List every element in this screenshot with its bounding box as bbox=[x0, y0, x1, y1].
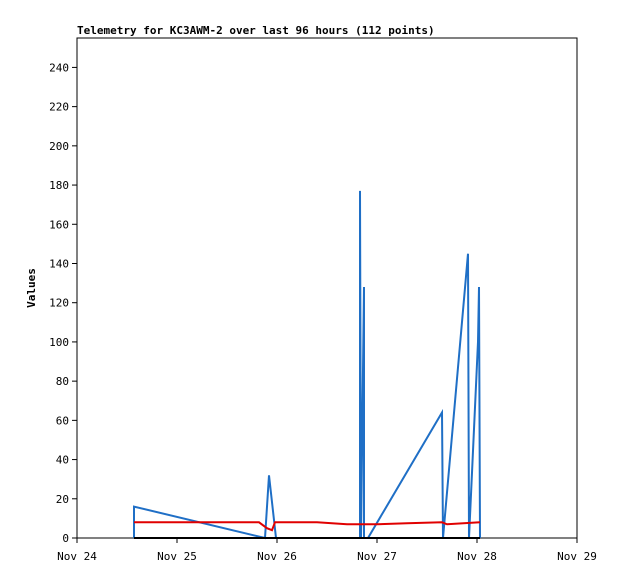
x-tick-label: Nov 26 bbox=[257, 550, 297, 563]
y-tick-label: 220 bbox=[49, 101, 69, 114]
y-tick-label: 180 bbox=[49, 179, 69, 192]
series-line bbox=[133, 190, 481, 540]
y-tick-label: 0 bbox=[62, 532, 69, 545]
x-tick-label: Nov 27 bbox=[357, 550, 397, 563]
y-tick-label: 80 bbox=[56, 375, 69, 388]
y-tick-label: 200 bbox=[49, 140, 69, 153]
y-tick-label: 40 bbox=[56, 454, 69, 467]
x-tick-label: Nov 24 bbox=[57, 550, 97, 563]
y-tick-label: 120 bbox=[49, 297, 69, 310]
y-tick-label: 240 bbox=[49, 61, 69, 74]
y-tick-label: 160 bbox=[49, 218, 69, 231]
y-axis-label: Values bbox=[25, 268, 38, 308]
y-tick-label: 100 bbox=[49, 336, 69, 349]
y-tick-label: 60 bbox=[56, 414, 69, 427]
chart-title: Telemetry for KC3AWM-2 over last 96 hour… bbox=[77, 24, 435, 37]
x-tick-label: Nov 25 bbox=[157, 550, 197, 563]
x-tick-label: Nov 29 bbox=[557, 550, 597, 563]
y-tick-label: 140 bbox=[49, 257, 69, 270]
series-line bbox=[134, 521, 481, 532]
x-tick-label: Nov 28 bbox=[457, 550, 497, 563]
y-tick-label: 20 bbox=[56, 493, 69, 506]
